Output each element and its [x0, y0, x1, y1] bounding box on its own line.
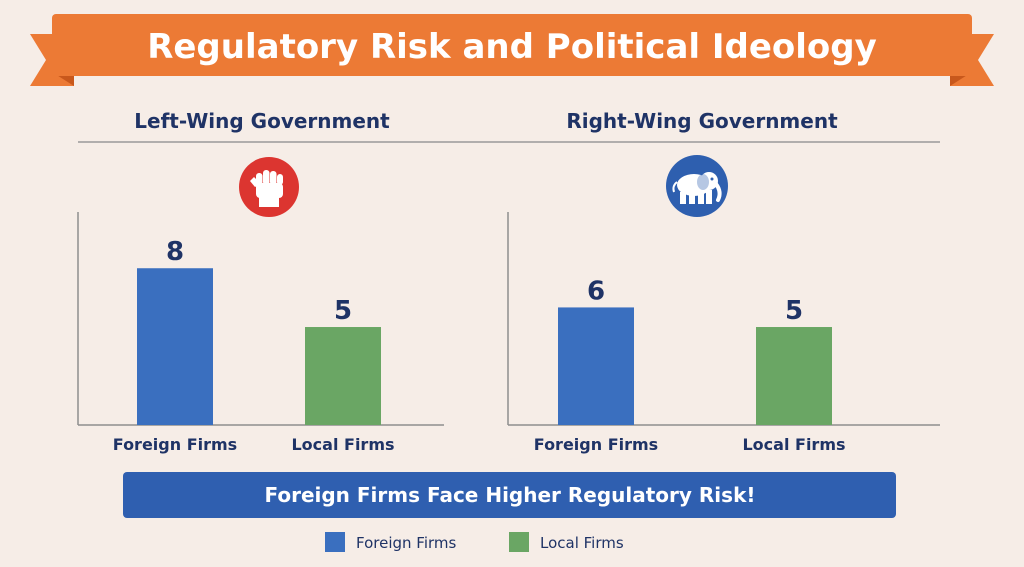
- left-bar-foreign-firms: [137, 268, 213, 425]
- right-bar-local-firms: [756, 327, 832, 425]
- title-banner: Regulatory Risk and Political Ideology: [30, 14, 994, 86]
- right-bar-foreign-firms: [558, 307, 634, 425]
- conclusion-text: Foreign Firms Face Higher Regulatory Ris…: [264, 483, 755, 507]
- right-category-label-local-firms: Local Firms: [742, 435, 845, 454]
- legend: Foreign Firms Local Firms: [325, 532, 624, 552]
- legend-label-local: Local Firms: [540, 534, 624, 552]
- elephant-icon: [666, 155, 728, 217]
- right-value-label-local-firms: 5: [785, 296, 803, 326]
- conclusion-bar: Foreign Firms Face Higher Regulatory Ris…: [123, 472, 896, 518]
- legend-label-foreign: Foreign Firms: [356, 534, 457, 552]
- left-value-label-foreign-firms: 8: [166, 237, 184, 267]
- right-panel-subtitle: Right-Wing Government: [566, 109, 838, 133]
- legend-swatch-local: [509, 532, 529, 552]
- left-panel-subtitle: Left-Wing Government: [134, 109, 390, 133]
- left-value-label-local-firms: 5: [334, 296, 352, 326]
- legend-swatch-foreign: [325, 532, 345, 552]
- raised-fist-icon: [239, 157, 299, 217]
- left-category-label-local-firms: Local Firms: [291, 435, 394, 454]
- left-chart: 8 Foreign Firms 5 Local Firms: [77, 212, 444, 454]
- right-value-label-foreign-firms: 6: [587, 276, 605, 306]
- right-category-label-foreign-firms: Foreign Firms: [534, 435, 658, 454]
- banner-body: [52, 14, 972, 76]
- left-bar-local-firms: [305, 327, 381, 425]
- left-category-label-foreign-firms: Foreign Firms: [113, 435, 237, 454]
- banner-title: Regulatory Risk and Political Ideology: [147, 27, 877, 67]
- right-chart: 6 Foreign Firms 5 Local Firms: [507, 212, 940, 454]
